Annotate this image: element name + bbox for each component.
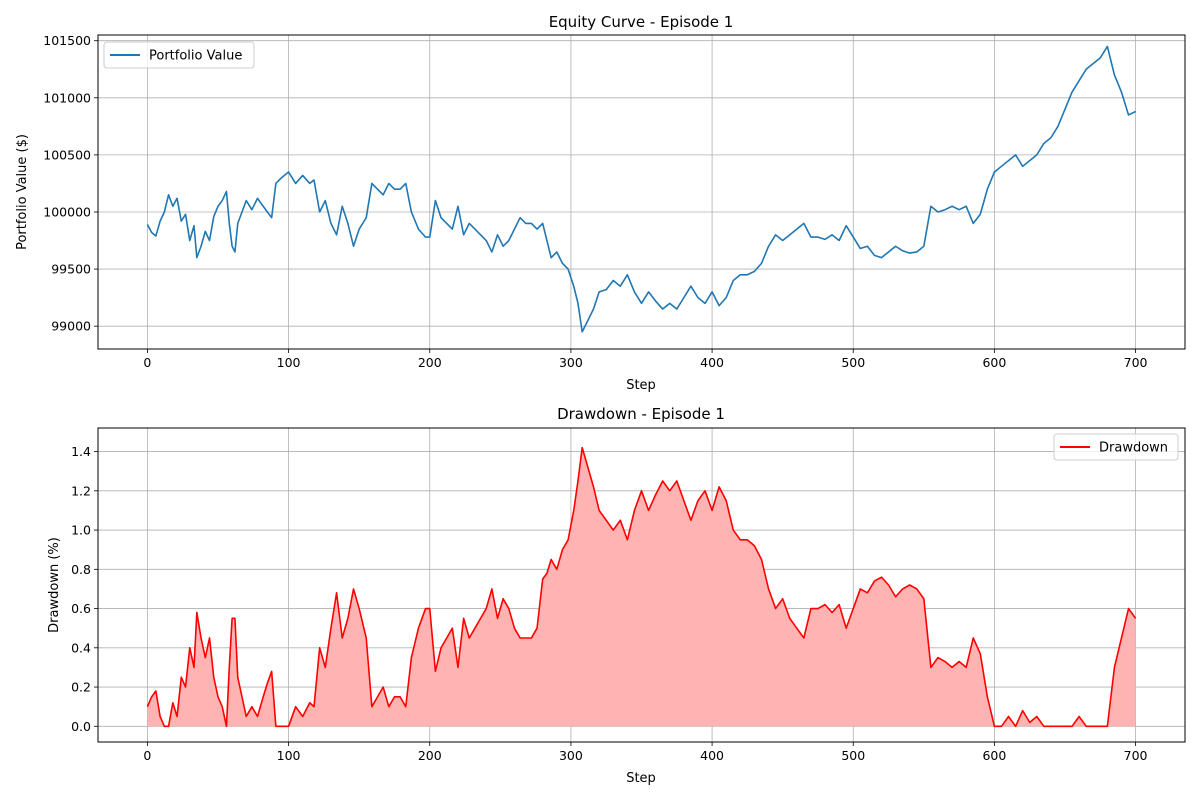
drawdown-x-tick-label: 100 [277, 748, 301, 763]
equity-curve-panel: Equity Curve - Episode 1 0 100 200 300 400 50… [15, 13, 1186, 393]
drawdown-x-tick-label: 400 [700, 748, 724, 763]
drawdown-x-tick-label: 300 [559, 748, 583, 763]
equity-y-tick-label: 100000 [43, 204, 91, 219]
drawdown-panel: Drawdown - Episode 1 0 100 200 300 400 500 600… [47, 405, 1186, 786]
drawdown-y-axis-label: Drawdown (%) [47, 537, 62, 633]
drawdown-area-fill [147, 447, 1136, 727]
drawdown-y-tick-label: 1.0 [71, 523, 91, 538]
equity-x-axis-label: Step [626, 378, 656, 393]
equity-y-axis-label: Portfolio Value ($) [15, 134, 30, 250]
equity-y-tick-label: 100500 [43, 147, 91, 162]
drawdown-legend-box [1053, 433, 1179, 461]
drawdown-y-tick-label: 1.2 [71, 483, 91, 498]
equity-legend-box [103, 41, 255, 69]
drawdown-ticks: 0 100 200 300 400 500 600 700 0.0 0.2 0.4 0.6 0.8 1.0… [71, 444, 1147, 763]
drawdown-legend: Drawdown [1053, 433, 1179, 461]
equity-grid [98, 35, 1185, 349]
equity-legend: Portfolio Value [103, 41, 255, 69]
drawdown-x-tick-label: 700 [1124, 748, 1148, 763]
drawdown-y-tick-label: 0.0 [71, 719, 91, 734]
equity-x-tick-label: 700 [1124, 355, 1148, 370]
equity-chart-title: Equity Curve - Episode 1 [549, 13, 734, 31]
equity-y-tick-label: 99000 [51, 319, 91, 334]
equity-x-tick-label: 600 [982, 355, 1006, 370]
drawdown-x-tick-label: 0 [143, 748, 151, 763]
drawdown-series-line [146, 446, 1137, 728]
drawdown-y-tick-label: 1.4 [71, 444, 91, 459]
equity-plot-frame [97, 34, 1186, 350]
equity-legend-label: Portfolio Value [149, 49, 242, 64]
drawdown-plot-frame [97, 427, 1186, 743]
equity-x-tick-label: 500 [841, 355, 865, 370]
equity-ticks: 0 100 200 300 400 500 600 700 99000 99500 100000 10… [43, 33, 1147, 370]
equity-y-tick-label: 101500 [43, 33, 91, 48]
equity-y-tick-label: 101000 [43, 90, 91, 105]
drawdown-chart-title: Drawdown - Episode 1 [557, 405, 725, 423]
equity-series-line [146, 45, 1136, 333]
equity-x-tick-label: 200 [418, 355, 442, 370]
equity-y-tick-label: 99500 [51, 262, 91, 277]
equity-x-tick-label: 400 [700, 355, 724, 370]
drawdown-x-tick-label: 600 [982, 748, 1006, 763]
drawdown-y-tick-label: 0.8 [71, 562, 91, 577]
equity-data [146, 45, 1136, 333]
equity-x-tick-label: 0 [143, 355, 151, 370]
drawdown-x-tick-label: 500 [841, 748, 865, 763]
drawdown-legend-label: Drawdown [1099, 441, 1168, 456]
drawdown-y-tick-label: 0.2 [71, 680, 91, 695]
drawdown-y-tick-label: 0.4 [71, 640, 91, 655]
equity-x-tick-label: 100 [277, 355, 301, 370]
drawdown-y-tick-label: 0.6 [71, 601, 91, 616]
drawdown-x-tick-label: 200 [418, 748, 442, 763]
equity-x-tick-label: 300 [559, 355, 583, 370]
drawdown-data [146, 446, 1137, 728]
drawdown-x-axis-label: Step [626, 771, 656, 786]
